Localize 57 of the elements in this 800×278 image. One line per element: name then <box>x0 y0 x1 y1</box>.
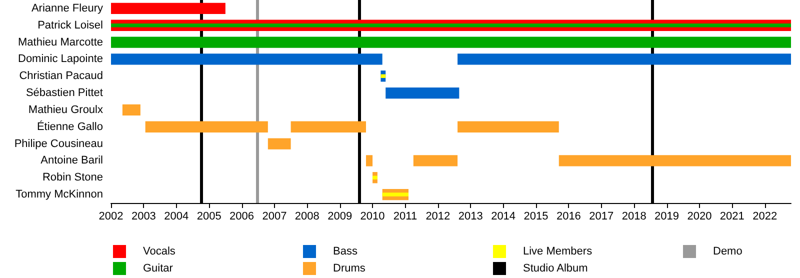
legend-label: Demo <box>713 246 742 258</box>
bar <box>111 36 791 48</box>
y-tick-label: Étienne Gallo <box>36 120 103 133</box>
y-tick-label: Patrick Loisel <box>38 19 103 32</box>
bar <box>413 155 458 166</box>
x-tick-label: 2018 <box>622 210 646 222</box>
y-tick-label: Tommy McKinnon <box>16 188 103 201</box>
y-tick-label: Christian Pacaud <box>19 70 103 82</box>
x-tick-label: 2008 <box>294 210 320 222</box>
y-tick-label: Antoine Baril <box>40 154 103 167</box>
y-tick-label: Robin Stone <box>42 172 103 184</box>
legend-label: Guitar <box>143 262 174 274</box>
legend-label: Vocals <box>143 246 176 258</box>
bar <box>458 54 791 65</box>
y-tick-label: Dominic Lapointe <box>18 53 103 66</box>
x-tick-label: 2015 <box>524 210 548 222</box>
bar <box>111 24 791 28</box>
x-tick-label: 2002 <box>98 210 124 222</box>
y-tick-label: Mathieu Marcotte <box>18 36 103 48</box>
bar <box>558 155 791 166</box>
x-tick-label: 2004 <box>164 210 189 222</box>
legend-label: Bass <box>333 246 358 258</box>
x-tick-label: 2011 <box>393 210 418 222</box>
bar <box>458 121 559 132</box>
x-tick-label: 2006 <box>230 210 254 222</box>
legend-label: Drums <box>333 262 366 274</box>
x-tick-label: 2020 <box>687 210 712 222</box>
x-tick-label: 2013 <box>458 210 483 222</box>
bar <box>382 192 408 196</box>
x-tick-label: 2022 <box>752 210 778 222</box>
y-tick-label: Mathieu Groulx <box>28 104 104 116</box>
x-tick-label: 2016 <box>556 210 581 222</box>
x-tick-label: 2019 <box>654 210 680 222</box>
x-tick-label: 2021 <box>720 210 744 222</box>
x-tick-label: 2007 <box>262 210 287 222</box>
bar <box>380 74 386 78</box>
y-tick-label: Arianne Fleury <box>31 2 104 14</box>
x-tick-label: 2003 <box>131 210 156 222</box>
bar <box>386 87 460 99</box>
bar <box>111 54 382 65</box>
bar <box>122 104 140 116</box>
x-tick-label: 2009 <box>328 210 352 222</box>
bar <box>290 121 366 132</box>
x-tick-label: 2010 <box>360 210 385 222</box>
bar <box>268 138 291 150</box>
x-tick-label: 2005 <box>196 210 222 222</box>
legend-label: Studio Album <box>523 262 588 274</box>
bar <box>366 155 373 166</box>
bar <box>145 121 268 132</box>
y-tick-label: Sébastien Pittet <box>26 87 103 100</box>
x-tick-label: 2012 <box>426 210 450 222</box>
bar <box>111 2 226 14</box>
x-tick-label: 2017 <box>589 210 614 222</box>
legend-label: Live Members <box>523 246 593 258</box>
x-tick-label: 2014 <box>491 210 516 222</box>
y-tick-label: Philipe Cousineau <box>14 138 103 150</box>
bar <box>372 176 378 180</box>
